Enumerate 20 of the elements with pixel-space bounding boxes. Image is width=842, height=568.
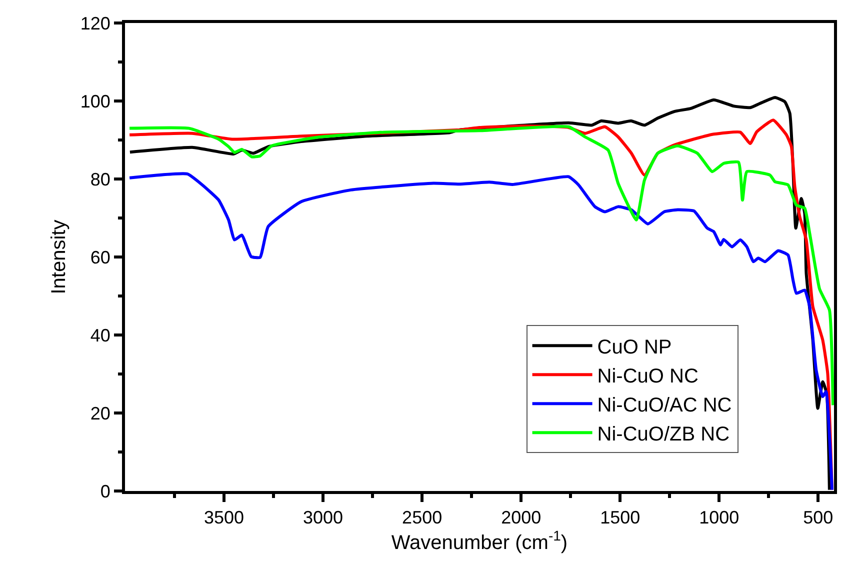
x-tick-label: 3500 — [204, 508, 244, 528]
y-axis-title: Intensity — [48, 220, 70, 294]
legend-label: Ni-CuO NC — [597, 365, 698, 388]
x-tick-label: 1500 — [600, 508, 640, 528]
y-tick-label: 80 — [90, 169, 110, 190]
legend-label: CuO NP — [597, 336, 672, 358]
x-tick-label: 2500 — [402, 508, 442, 528]
legend-label: Ni-CuO/ZB NC — [597, 423, 730, 446]
legend-label: Ni-CuO/AC NC — [597, 394, 732, 416]
y-tick-label: 20 — [90, 403, 110, 424]
y-tick-label: 120 — [80, 13, 110, 34]
x-tick-label: 3000 — [303, 508, 344, 528]
x-tick-label: 1000 — [699, 508, 740, 528]
y-tick-label: 0 — [100, 481, 110, 502]
x-axis-title: Wavenumber (cm$^{-1}$) — [391, 528, 568, 554]
x-tick-label: 500 — [803, 508, 834, 528]
y-tick-label: 40 — [90, 325, 110, 346]
y-tick-label: 100 — [80, 91, 110, 112]
y-tick-label: 60 — [90, 247, 110, 268]
x-tick-label: 2000 — [501, 508, 542, 528]
